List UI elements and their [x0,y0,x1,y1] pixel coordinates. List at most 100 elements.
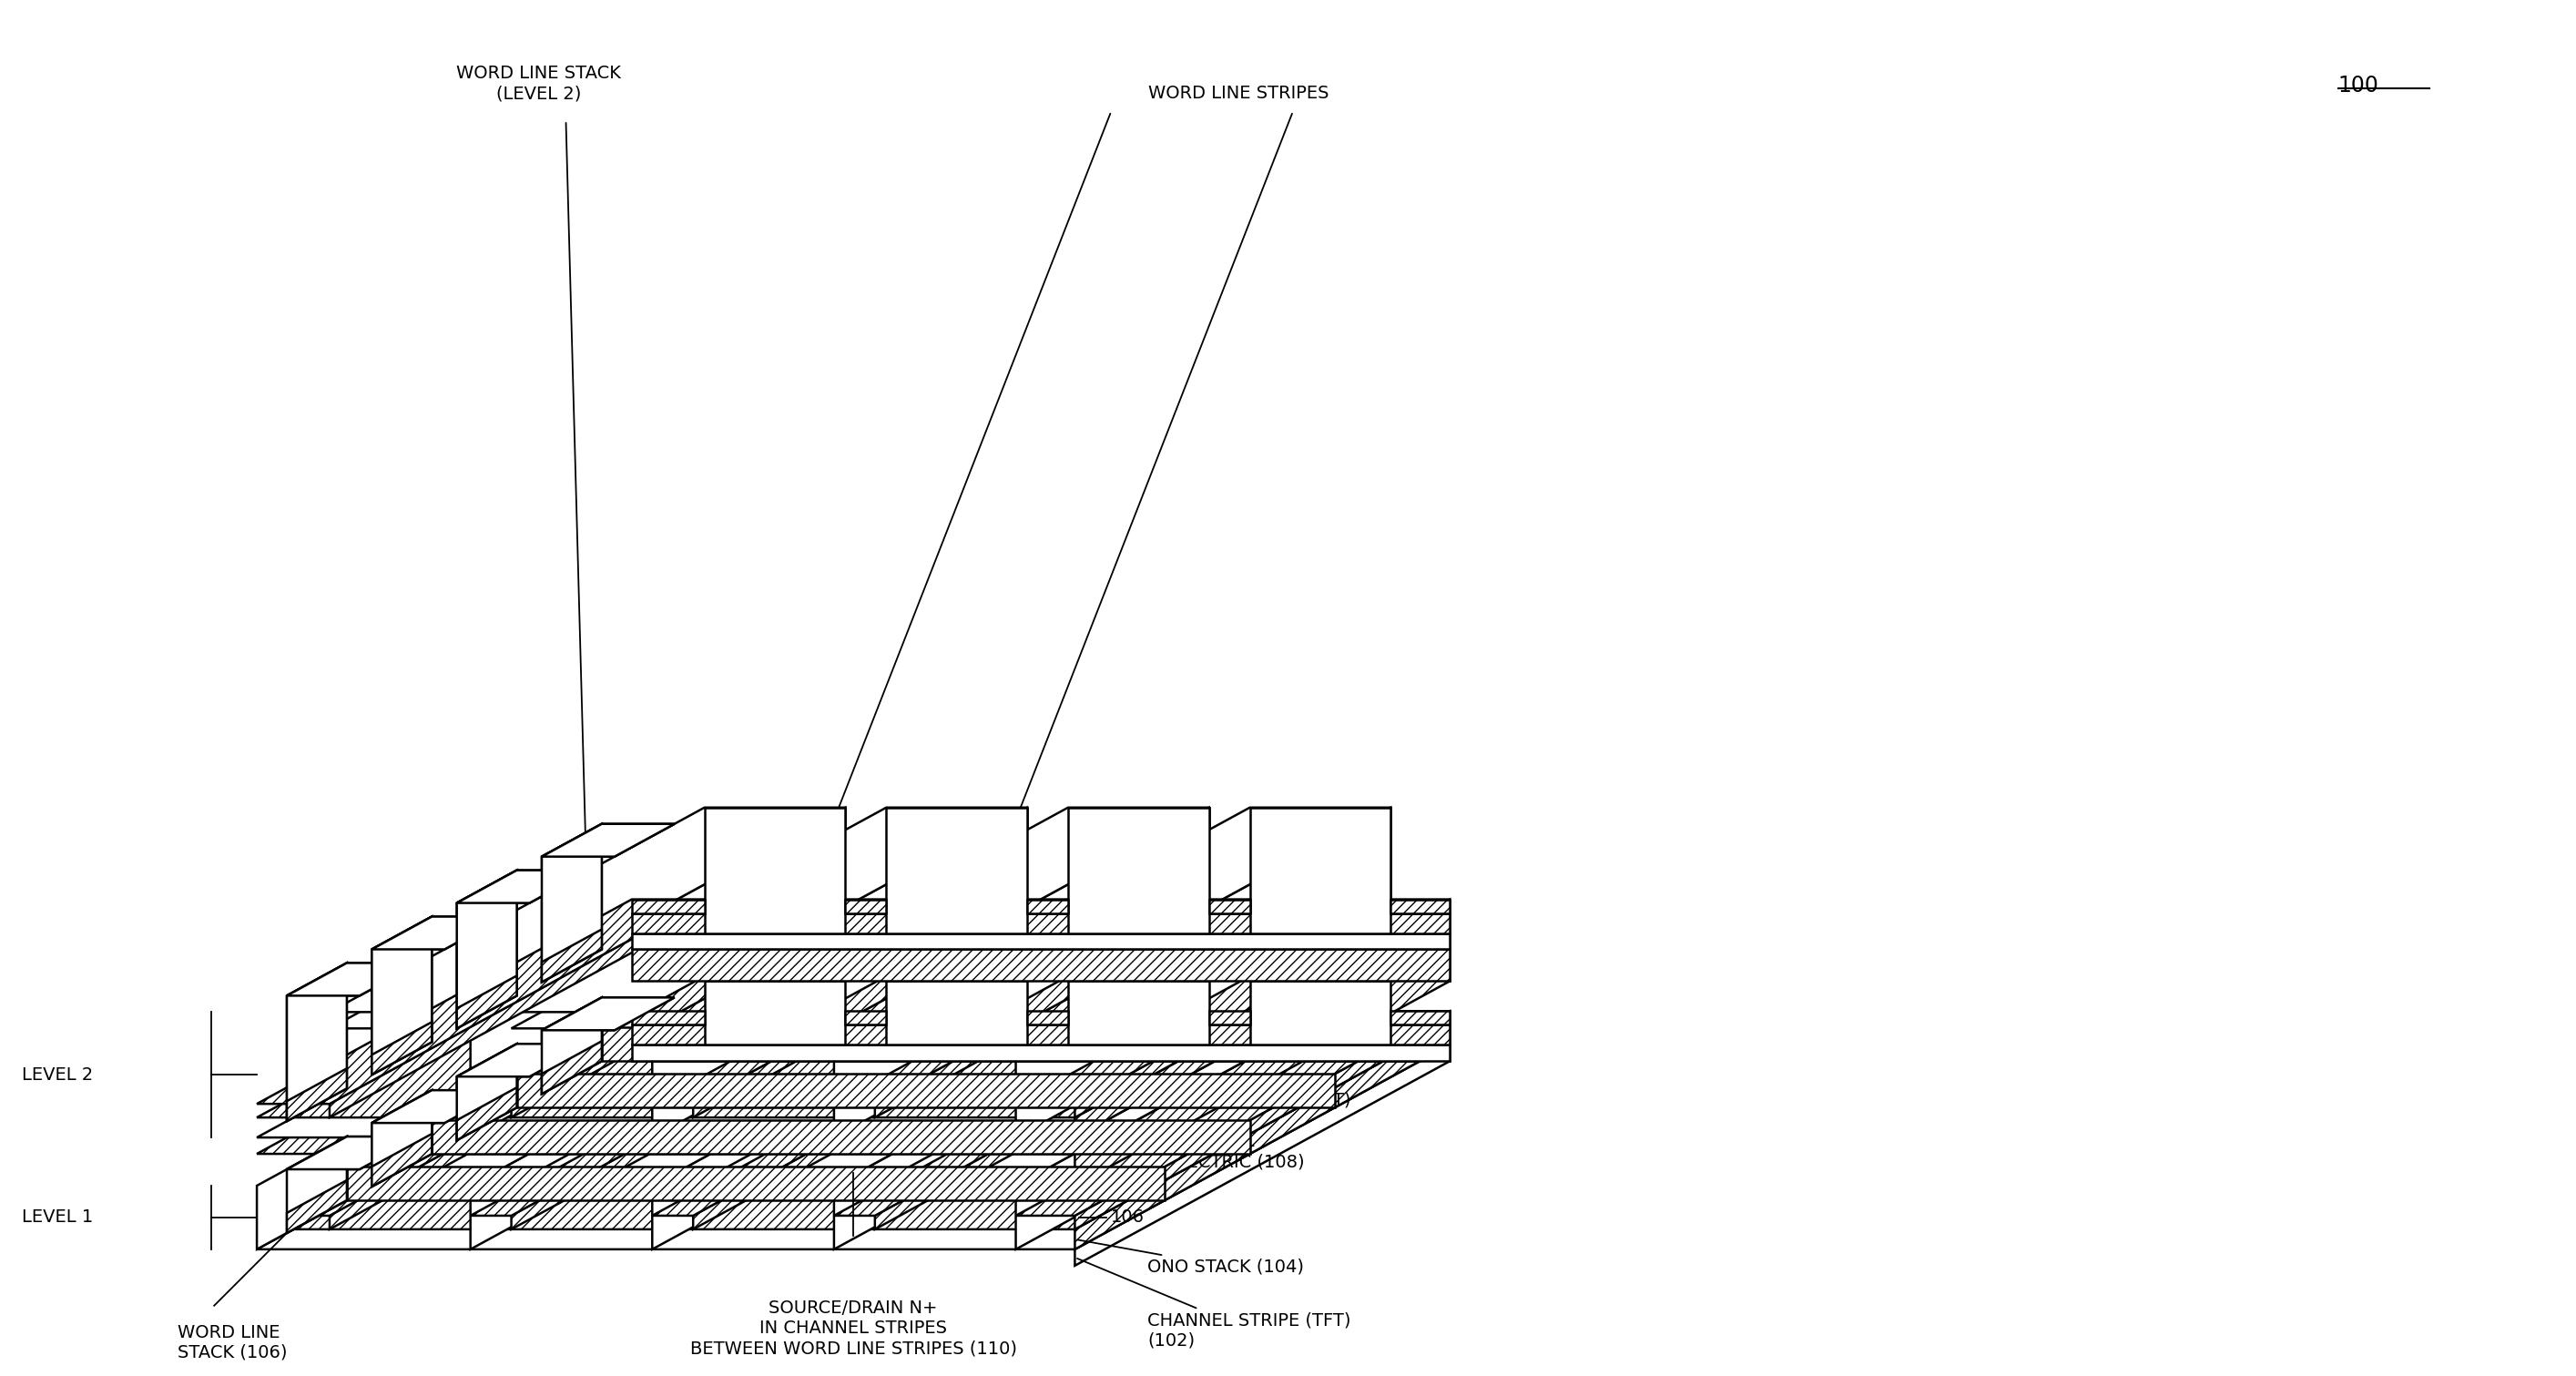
Polygon shape [541,998,675,1031]
Polygon shape [1249,824,1391,933]
Text: ONO STACK (104): ONO STACK (104) [1077,1240,1303,1276]
Polygon shape [471,824,845,1138]
Polygon shape [330,824,845,1028]
Polygon shape [1069,808,1208,933]
Polygon shape [471,900,886,1104]
Polygon shape [471,981,845,1249]
Polygon shape [631,900,703,912]
Polygon shape [541,998,675,1031]
Text: CHANNEL STRIPE (TFT): CHANNEL STRIPE (TFT) [1077,1091,1350,1145]
Polygon shape [330,1011,703,1229]
Polygon shape [456,1044,590,1076]
Polygon shape [886,981,1028,1044]
Polygon shape [652,824,1028,1138]
Polygon shape [330,808,845,1013]
Polygon shape [456,870,518,1028]
Polygon shape [471,1011,886,1215]
Polygon shape [1391,1011,1450,1025]
Polygon shape [1015,808,1391,1028]
Polygon shape [1391,1011,1450,1025]
Polygon shape [876,900,1249,1117]
Polygon shape [456,1087,518,1141]
Polygon shape [258,1137,348,1249]
Polygon shape [1391,900,1450,912]
Polygon shape [513,981,1028,1186]
Polygon shape [286,1068,348,1121]
Polygon shape [371,916,505,949]
Polygon shape [513,824,1028,1028]
Polygon shape [1069,981,1208,1044]
Polygon shape [330,900,703,1117]
Polygon shape [541,824,603,982]
Polygon shape [371,916,433,1075]
Polygon shape [456,1044,518,1141]
Polygon shape [1069,808,1208,824]
Polygon shape [371,916,505,949]
Polygon shape [693,808,1208,1013]
Text: WORD LINE STACK
(LEVEL 2): WORD LINE STACK (LEVEL 2) [456,65,621,102]
Text: WORD LINE
STACK (106): WORD LINE STACK (106) [178,1324,289,1361]
Polygon shape [286,963,348,1121]
Polygon shape [693,900,1069,1117]
Polygon shape [631,912,1450,933]
Polygon shape [1074,912,1450,1138]
Polygon shape [1015,900,1450,1104]
Polygon shape [286,1137,420,1170]
Polygon shape [371,1134,433,1186]
Polygon shape [845,900,886,912]
Polygon shape [371,1022,433,1075]
Polygon shape [286,1137,348,1233]
Polygon shape [1028,900,1069,912]
Polygon shape [876,808,1391,1013]
Polygon shape [1074,900,1450,1117]
Polygon shape [433,1120,1249,1154]
Polygon shape [876,824,1391,1028]
Polygon shape [541,1042,603,1094]
Polygon shape [1249,981,1391,1044]
Polygon shape [286,1181,348,1233]
Polygon shape [652,1011,1069,1215]
Polygon shape [1074,1025,1450,1249]
Polygon shape [835,808,1208,1028]
Polygon shape [631,900,703,912]
Polygon shape [1391,900,1450,912]
Polygon shape [541,824,675,857]
Polygon shape [456,1044,518,1141]
Text: ONO STACK: ONO STACK [1077,1064,1252,1127]
Polygon shape [518,1073,1334,1108]
Polygon shape [1208,900,1249,912]
Polygon shape [693,824,1208,1028]
Polygon shape [456,870,590,903]
Polygon shape [513,1011,886,1229]
Text: SOURCE/DRAIN N+
IN CHANNEL STRIPES
BETWEEN WORD LINE STRIPES (110): SOURCE/DRAIN N+ IN CHANNEL STRIPES BETWE… [690,1300,1018,1357]
Polygon shape [886,824,1028,933]
Polygon shape [456,870,590,903]
Polygon shape [652,808,1028,1028]
Polygon shape [258,912,1450,1117]
Polygon shape [652,981,1028,1249]
Polygon shape [1028,900,1069,912]
Polygon shape [1069,824,1208,933]
Polygon shape [835,1011,1249,1215]
Polygon shape [631,1044,1450,1061]
Polygon shape [541,998,603,1094]
Polygon shape [286,1137,420,1170]
Polygon shape [631,933,1450,949]
Polygon shape [652,900,1069,1104]
Polygon shape [845,1011,886,1025]
Polygon shape [1208,1011,1249,1025]
Text: 106: 106 [1110,1210,1144,1226]
Polygon shape [631,949,1450,981]
Polygon shape [1028,1011,1069,1025]
Polygon shape [513,900,886,1117]
Polygon shape [835,824,1208,1138]
Polygon shape [693,1011,1069,1229]
Polygon shape [1249,981,1391,1044]
Polygon shape [631,1011,703,1025]
Polygon shape [1074,933,1450,1154]
Text: 100: 100 [2339,74,2380,96]
Polygon shape [371,1090,505,1123]
Polygon shape [631,1025,1450,1044]
Polygon shape [286,963,348,1121]
Polygon shape [631,1025,1450,1044]
